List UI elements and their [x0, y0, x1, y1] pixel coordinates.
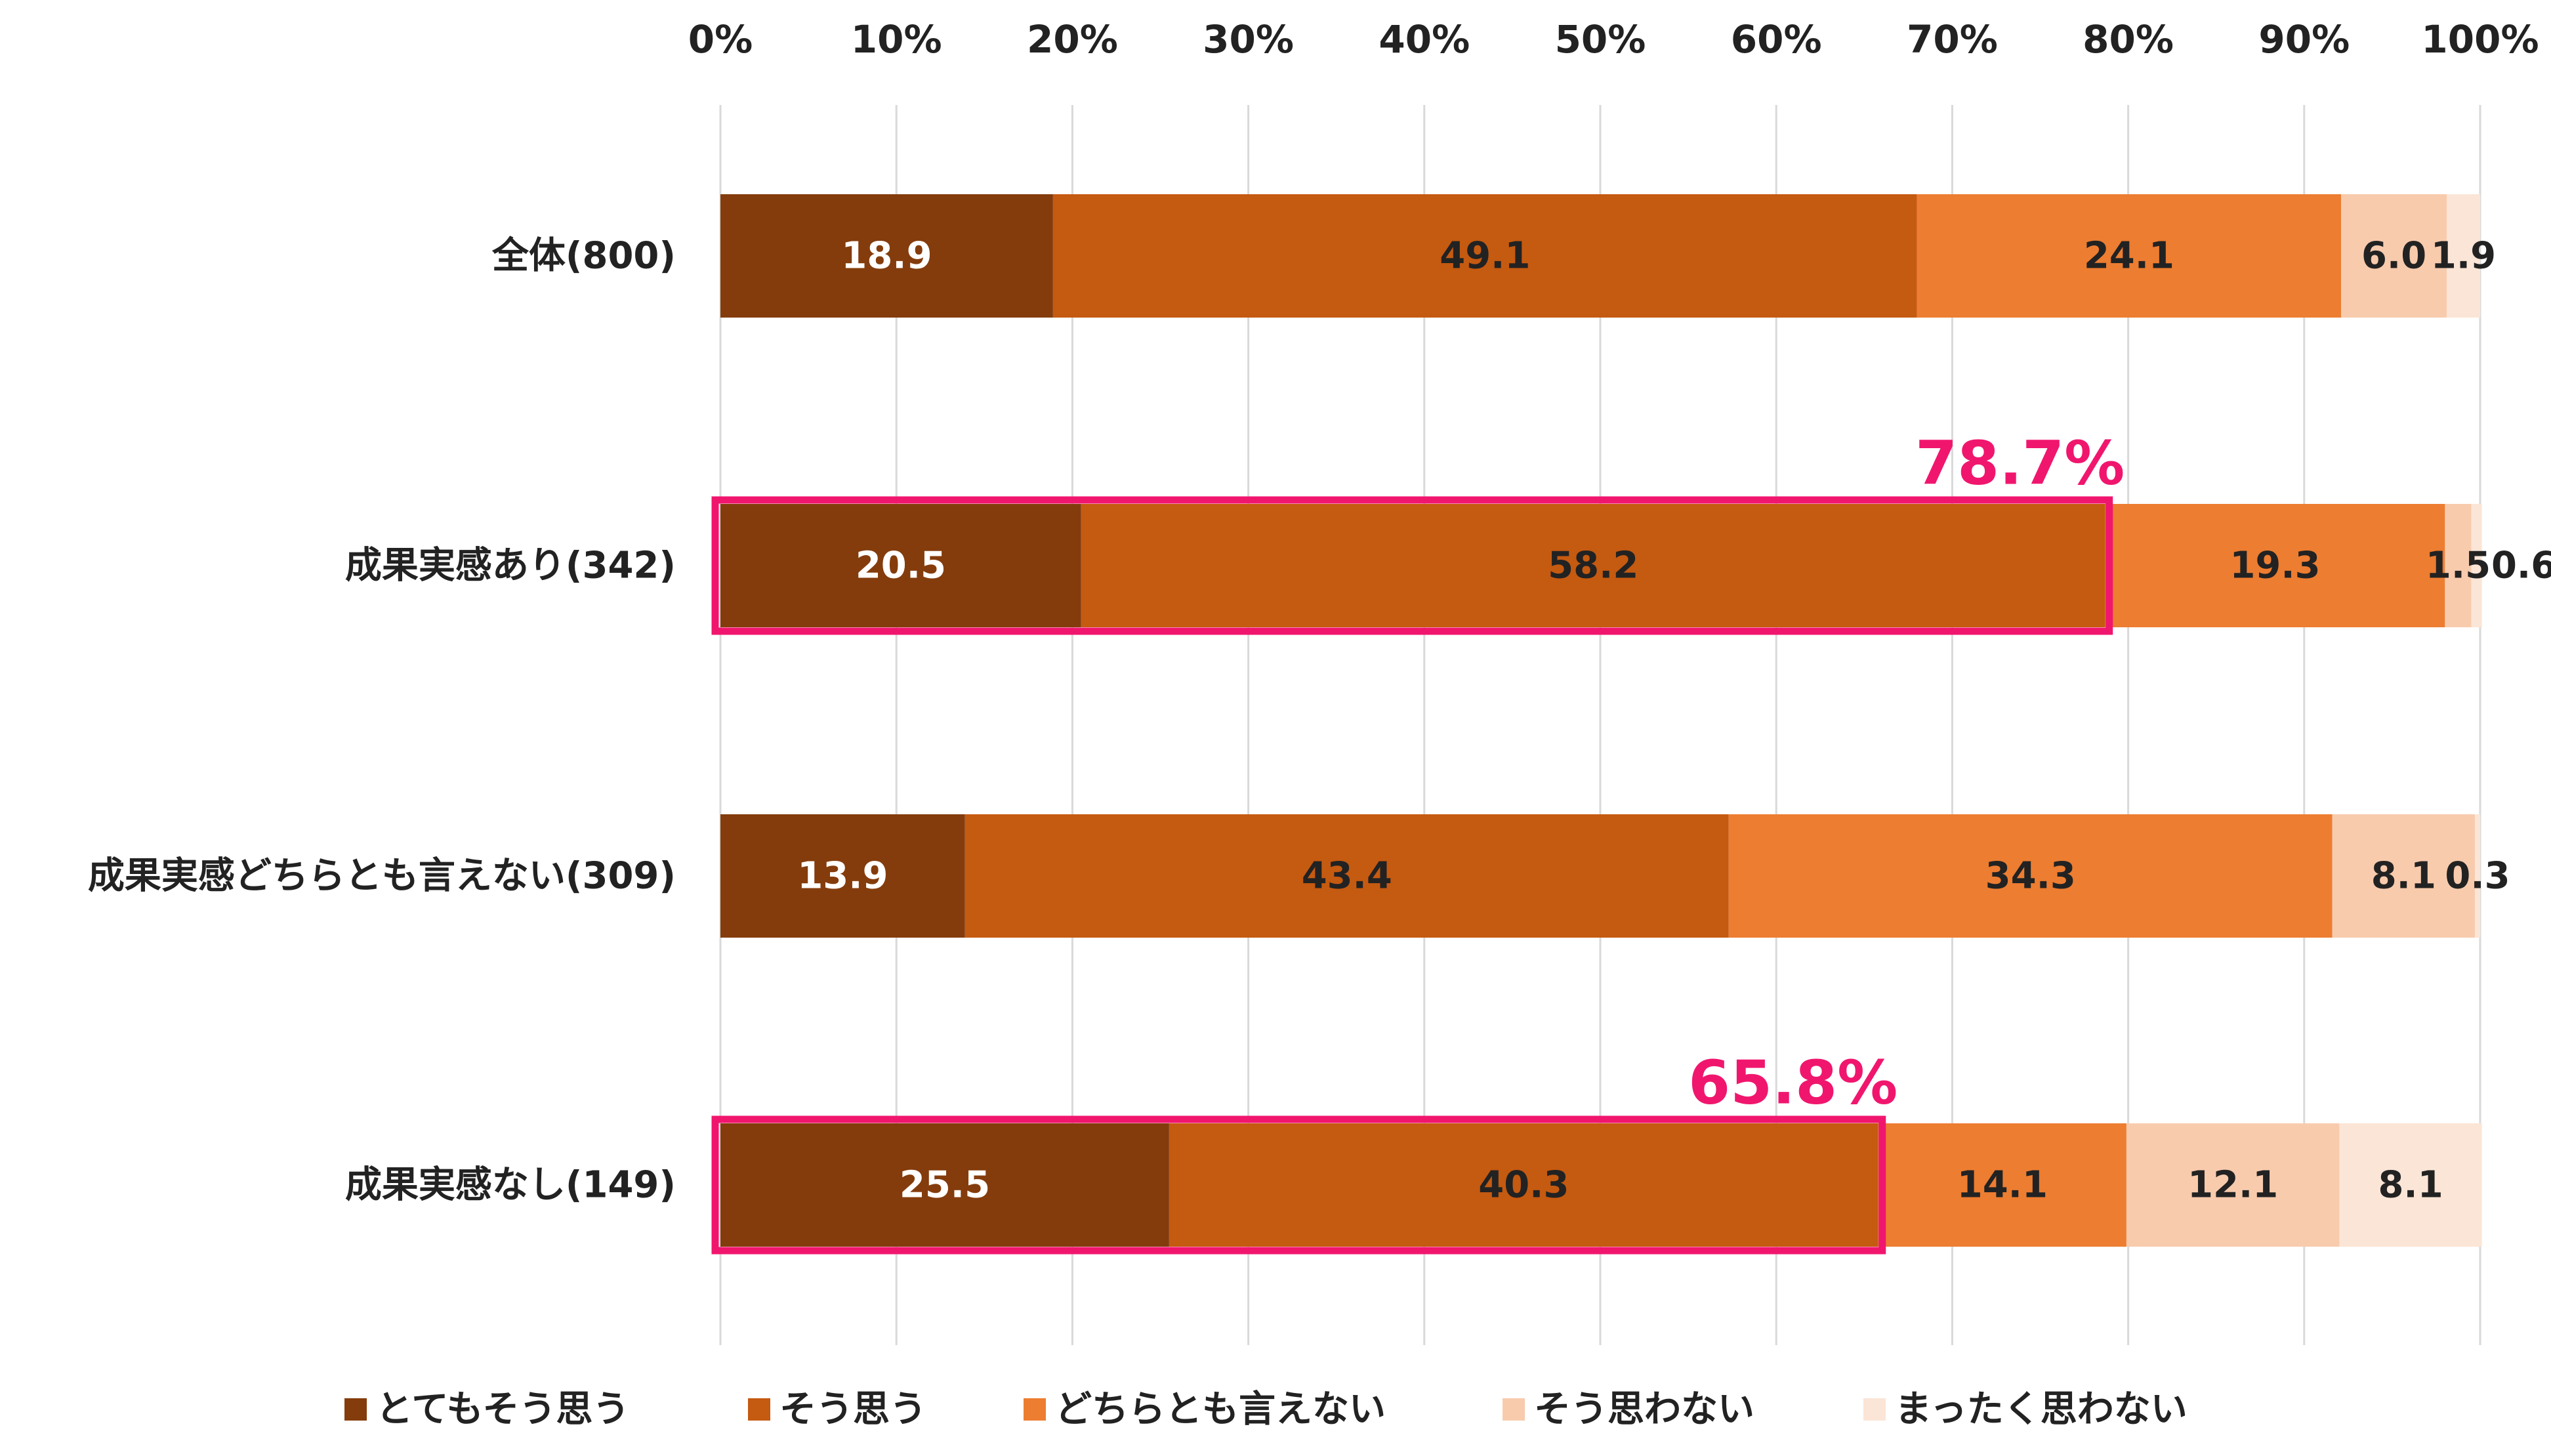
data-label: 34.3: [1985, 855, 2076, 898]
bar-segment: [2445, 504, 2472, 627]
bar-segment: [2126, 1123, 2340, 1247]
legend-swatch: [344, 1398, 367, 1421]
category-label: 成果実感なし(149): [345, 1164, 676, 1207]
legend-label: どちらとも言えない: [1055, 1388, 1386, 1431]
data-label: 12.1: [2188, 1164, 2278, 1207]
legend-swatch: [1024, 1398, 1046, 1421]
data-label: 8.1: [2371, 855, 2436, 898]
bar-segment: [2332, 814, 2475, 938]
bar-segment: [2341, 194, 2447, 318]
data-label: 40.3: [1478, 1164, 1569, 1207]
x-tick-label: 100%: [2421, 17, 2539, 62]
data-label: 49.1: [1440, 235, 1530, 278]
bar-segment: [1081, 504, 2105, 627]
category-label: 全体(800): [491, 235, 676, 278]
x-tick-label: 40%: [1379, 17, 1470, 62]
data-label: 0.3: [2445, 855, 2510, 898]
x-tick-label: 90%: [2258, 17, 2350, 62]
bar-segment: [1052, 194, 1917, 318]
legend-label: まったく思わない: [1895, 1388, 2188, 1431]
legend-label: そう思わない: [1534, 1388, 1754, 1431]
annotation-label: 78.7%: [1915, 428, 2125, 499]
highlight-box: [711, 1115, 1886, 1255]
data-label: 8.1: [2378, 1164, 2443, 1207]
bar-segment: [720, 814, 965, 938]
data-label: 1.5: [2426, 545, 2491, 587]
x-tick-label: 70%: [1907, 17, 1998, 62]
bar-segment: [964, 814, 1729, 938]
x-tick-label: 30%: [1203, 17, 1294, 62]
bar-segment: [720, 1123, 1169, 1247]
data-label: 25.5: [900, 1164, 990, 1207]
legend-swatch: [748, 1398, 770, 1421]
data-label: 14.1: [1957, 1164, 2048, 1207]
legend-swatch: [1863, 1398, 1886, 1421]
data-label: 13.9: [797, 855, 888, 898]
bar-segment: [1169, 1123, 1878, 1247]
legend-label: そう思う: [779, 1388, 926, 1431]
bar-segment: [1878, 1123, 2126, 1247]
data-label: 1.9: [2431, 235, 2496, 278]
bar-segment: [1917, 194, 2342, 318]
data-label: 24.1: [2084, 235, 2174, 278]
category-label: 成果実感どちらとも言えない(309): [88, 855, 676, 898]
x-tick-label: 60%: [1731, 17, 1822, 62]
x-tick-label: 20%: [1027, 17, 1118, 62]
data-label: 0.6: [2491, 545, 2551, 587]
data-label: 19.3: [2230, 545, 2320, 587]
data-label: 43.4: [1302, 855, 1392, 898]
highlight-box: [711, 496, 2113, 635]
legend-swatch: [1503, 1398, 1525, 1421]
bar-segment: [1728, 814, 2333, 938]
x-tick-label: 0%: [688, 17, 753, 62]
bar-segment: [720, 504, 1081, 627]
bar-segment: [2339, 1123, 2482, 1247]
bar-segment: [2474, 814, 2480, 938]
bar-segment: [2471, 504, 2482, 627]
x-tick-label: 80%: [2083, 17, 2174, 62]
bar-segment: [2105, 504, 2445, 627]
bar-segment: [720, 194, 1053, 318]
category-label: 成果実感あり(342): [345, 545, 676, 587]
x-tick-label: 50%: [1555, 17, 1646, 62]
data-label: 20.5: [856, 545, 946, 587]
data-label: 58.2: [1548, 545, 1638, 587]
legend-label: とてもそう思う: [376, 1388, 629, 1431]
bar-segment: [2447, 194, 2480, 318]
x-tick-label: 10%: [851, 17, 942, 62]
annotation-label: 65.8%: [1688, 1048, 1898, 1118]
data-label: 6.0: [2361, 235, 2426, 278]
data-label: 18.9: [841, 235, 932, 278]
